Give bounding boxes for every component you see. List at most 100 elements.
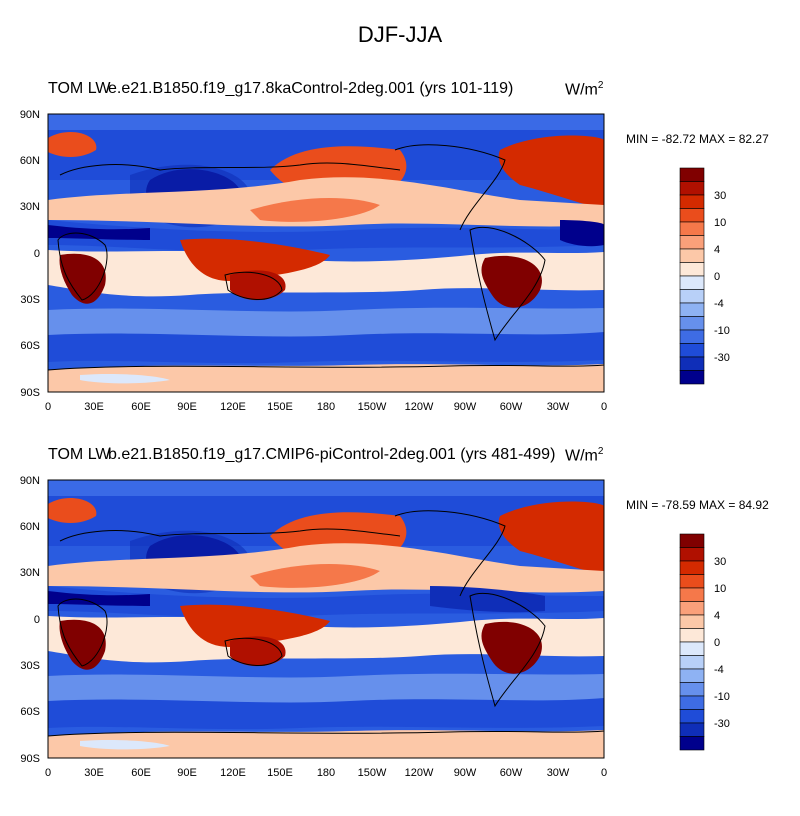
colorbar-swatch xyxy=(679,574,705,589)
colorbar-label: 4 xyxy=(714,244,720,256)
min-max-stats: MIN = -78.59 MAX = 84.92 xyxy=(626,498,769,512)
lon-tick-label: 90W xyxy=(454,767,477,776)
colorbar-swatch xyxy=(679,628,705,643)
colorbar-swatch xyxy=(679,356,705,371)
colorbar-label: -4 xyxy=(714,664,724,676)
colorbar-label: 10 xyxy=(714,217,726,229)
lat-tick-label: 30N xyxy=(20,201,40,213)
colorbar-swatch xyxy=(679,587,705,602)
colorbar-swatch xyxy=(679,682,705,697)
panel-variable-label: TOM LW xyxy=(48,446,111,463)
colorbar-label: 0 xyxy=(714,271,720,283)
lat-tick-label: 60S xyxy=(20,706,40,718)
longitude-axis: 0 30E 60E 90E 120E 150E 180 150W 120W 90… xyxy=(45,401,607,410)
colorbar-label: -30 xyxy=(714,352,730,364)
lat-tick-label: 90S xyxy=(20,387,40,399)
colorbar-swatch xyxy=(679,533,705,548)
colorbar-swatch xyxy=(679,736,705,751)
lon-tick-label: 30W xyxy=(547,767,570,776)
colorbar: 30 10 4 0 -4 -10 -30 xyxy=(679,533,730,751)
colorbar: 30 10 4 0 -4 -10 -30 xyxy=(679,167,730,385)
colorbar-swatch xyxy=(679,601,705,616)
lon-tick-label: 30E xyxy=(84,767,104,776)
map-figure: 90N 60N 30N 0 30S 60S 90S 0 30E 60E 90E … xyxy=(20,109,730,410)
colorbar-swatch xyxy=(679,614,705,629)
lon-tick-label: 120W xyxy=(405,767,434,776)
lon-tick-label: 60E xyxy=(131,401,151,410)
lon-tick-label: 60W xyxy=(500,767,523,776)
lat-tick-label: 30N xyxy=(20,567,40,579)
panel-variable-label: TOM LW xyxy=(48,80,111,97)
lat-tick-label: 90S xyxy=(20,753,40,765)
colorbar-label: 30 xyxy=(714,190,726,202)
lat-tick-label: 60S xyxy=(20,340,40,352)
map-frame xyxy=(47,479,605,759)
lat-tick-label: 90N xyxy=(20,475,40,487)
lon-tick-label: 180 xyxy=(317,401,335,410)
colorbar-swatch xyxy=(679,248,705,263)
colorbar-swatch xyxy=(679,709,705,724)
lon-tick-label: 120E xyxy=(220,767,246,776)
latitude-axis: 90N 60N 30N 0 30S 60S 90S xyxy=(20,475,40,765)
panel-units: W/m2 xyxy=(565,80,604,99)
colorbar-label: -30 xyxy=(714,718,730,730)
colorbar-swatch xyxy=(679,289,705,304)
filled-contours xyxy=(48,480,604,758)
lon-tick-label: 90E xyxy=(177,767,197,776)
panel-case-label: b.e21.B1850.f19_g17.CMIP6-piControl-2deg… xyxy=(108,446,556,463)
lon-tick-label: 150E xyxy=(267,401,293,410)
lat-tick-label: 30S xyxy=(20,660,40,672)
colorbar-swatch xyxy=(679,194,705,209)
lon-tick-label: 60W xyxy=(500,401,523,410)
lon-tick-label: 120E xyxy=(220,401,246,410)
coastlines xyxy=(48,510,604,737)
lon-tick-label: 150W xyxy=(358,767,387,776)
map-frame xyxy=(47,113,605,393)
min-max-stats: MIN = -82.72 MAX = 82.27 xyxy=(626,132,769,146)
colorbar-label: 10 xyxy=(714,583,726,595)
lat-tick-label: 0 xyxy=(34,614,40,626)
lon-tick-label: 30E xyxy=(84,401,104,410)
lon-tick-label: 90E xyxy=(177,401,197,410)
colorbar-swatch xyxy=(679,668,705,683)
colorbar-swatch xyxy=(679,655,705,670)
lon-tick-label: 60E xyxy=(131,767,151,776)
colorbar-label: 4 xyxy=(714,610,720,622)
lat-tick-label: 0 xyxy=(34,248,40,260)
panel-units: W/m2 xyxy=(565,446,604,465)
colorbar-swatch xyxy=(679,370,705,385)
lon-tick-label: 0 xyxy=(45,401,51,410)
lon-tick-label: 180 xyxy=(317,767,335,776)
lat-tick-label: 30S xyxy=(20,294,40,306)
colorbar-swatch xyxy=(679,641,705,656)
colorbar-swatch xyxy=(679,560,705,575)
lon-tick-label: 150W xyxy=(358,401,387,410)
coastlines xyxy=(48,144,604,371)
panel-case-label: e.e21.B1850.f19_g17.8kaControl-2deg.001 … xyxy=(108,80,514,97)
lon-tick-label: 0 xyxy=(601,401,607,410)
colorbar-swatch xyxy=(679,221,705,236)
colorbar-swatch xyxy=(679,167,705,182)
colorbar-label: -4 xyxy=(714,298,724,310)
colorbar-swatch xyxy=(679,208,705,223)
lon-tick-label: 0 xyxy=(601,767,607,776)
colorbar-label: -10 xyxy=(714,691,730,703)
map-panel-1: TOM LW e.e21.B1850.f19_g17.8kaControl-2d… xyxy=(0,80,800,450)
colorbar-swatch xyxy=(679,235,705,250)
longitude-axis: 0 30E 60E 90E 120E 150E 180 150W 120W 90… xyxy=(45,767,607,776)
colorbar-label: -10 xyxy=(714,325,730,337)
latitude-axis: 90N 60N 30N 0 30S 60S 90S xyxy=(20,109,40,399)
lat-tick-label: 60N xyxy=(20,521,40,533)
colorbar-swatch xyxy=(679,329,705,344)
lon-tick-label: 0 xyxy=(45,767,51,776)
colorbar-label: 0 xyxy=(714,637,720,649)
map-panel-2: TOM LW b.e21.B1850.f19_g17.CMIP6-piContr… xyxy=(0,446,800,816)
filled-contours xyxy=(48,114,604,392)
lat-tick-label: 60N xyxy=(20,155,40,167)
lon-tick-label: 30W xyxy=(547,401,570,410)
colorbar-swatch xyxy=(679,275,705,290)
lon-tick-label: 90W xyxy=(454,401,477,410)
colorbar-swatch xyxy=(679,316,705,331)
colorbar-swatch xyxy=(679,302,705,317)
colorbar-swatch xyxy=(679,343,705,358)
